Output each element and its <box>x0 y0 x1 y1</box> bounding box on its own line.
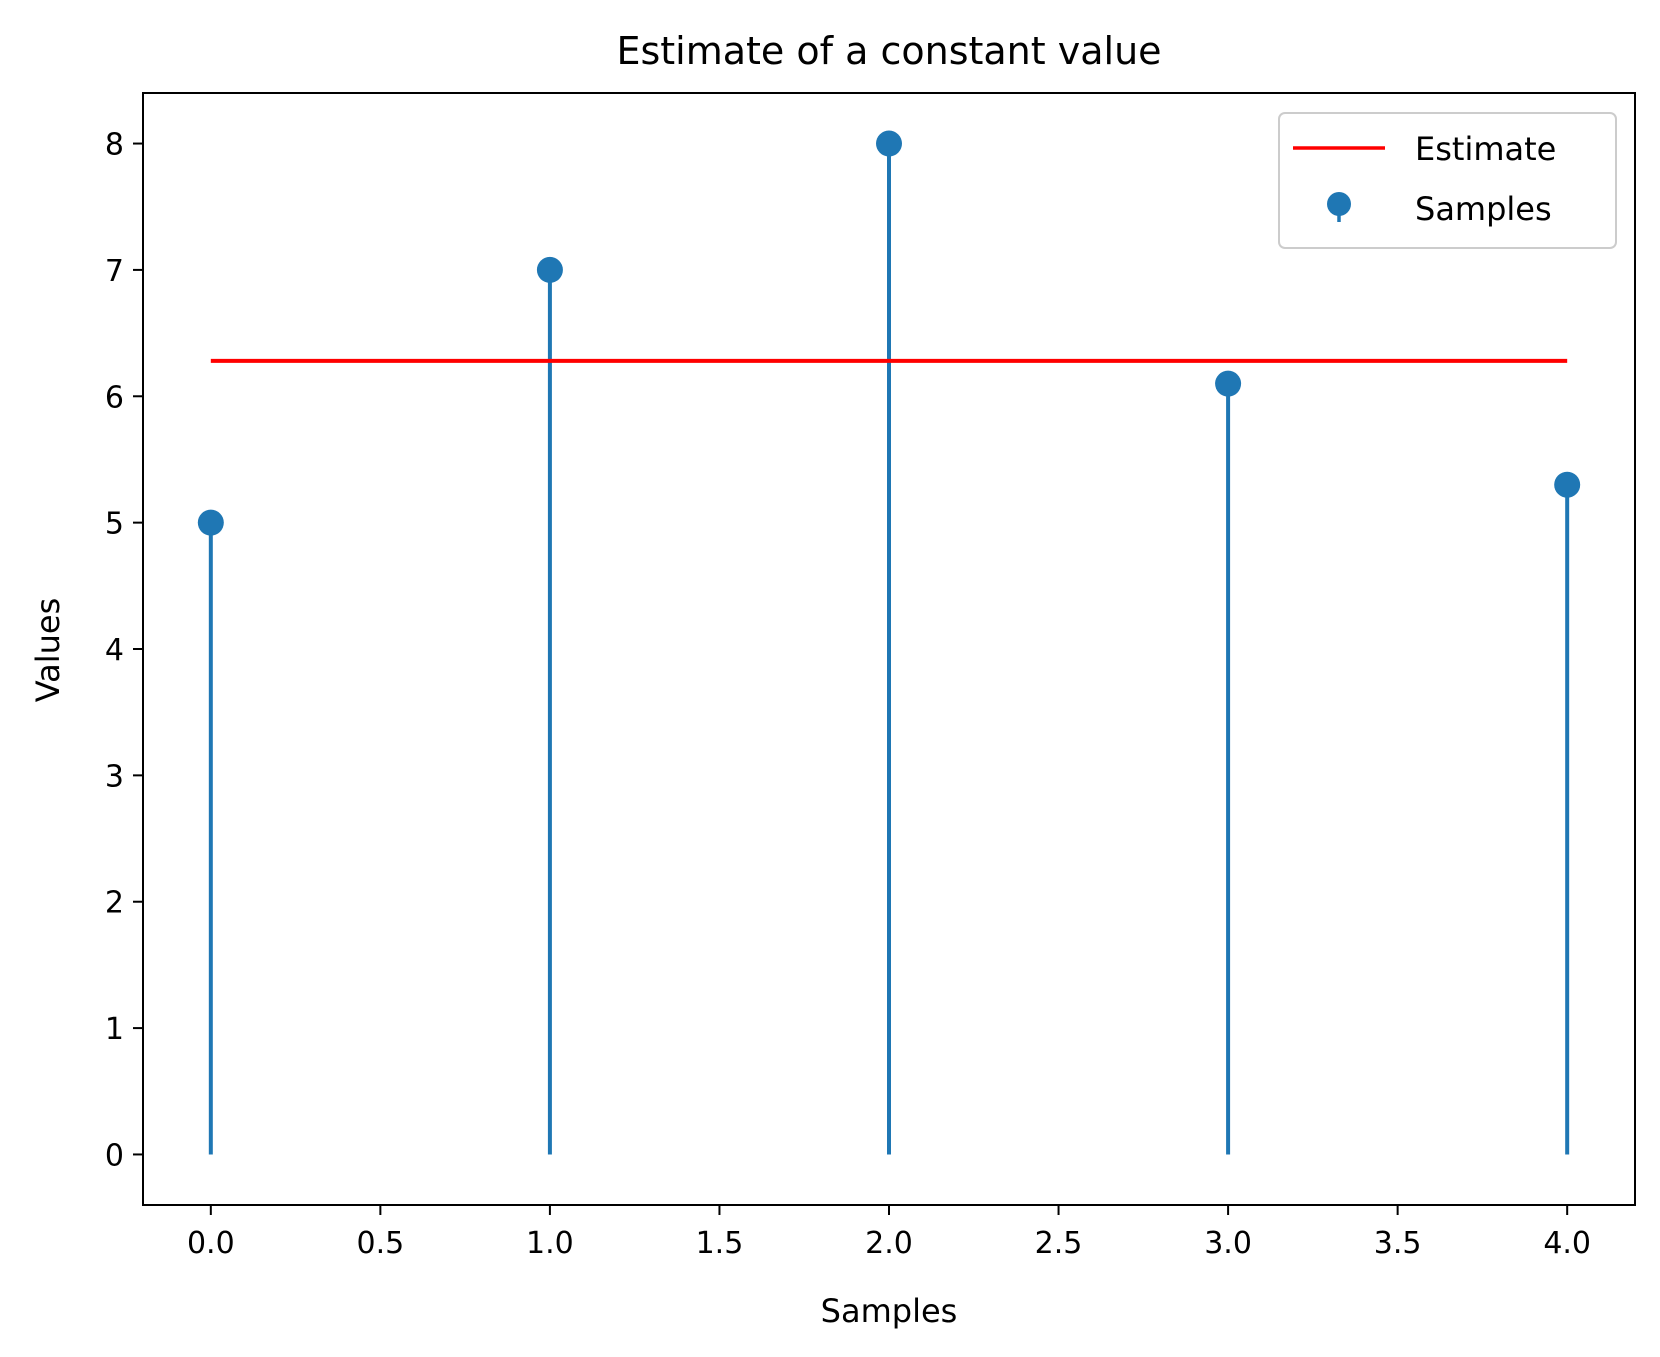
y-tick-label: 3 <box>105 759 124 794</box>
sample-point <box>1215 370 1242 397</box>
sample-point <box>536 256 563 283</box>
y-axis-label: Values <box>29 598 67 703</box>
sample-point <box>1554 471 1581 498</box>
y-tick-label: 7 <box>105 254 124 289</box>
x-axis: 0.0 0.5 1.0 1.5 2.0 2.5 3.0 3.5 4.0 <box>187 1205 1591 1261</box>
x-tick-label: 1.5 <box>696 1226 744 1261</box>
x-tick-label: 3.0 <box>1204 1226 1252 1261</box>
y-tick-label: 0 <box>105 1138 124 1173</box>
x-tick-label: 4.0 <box>1543 1226 1591 1261</box>
y-axis: 0 1 2 3 4 5 6 7 8 <box>105 128 143 1173</box>
y-tick-label: 4 <box>105 633 124 668</box>
x-tick-label: 0.0 <box>187 1226 235 1261</box>
sample-point <box>197 509 224 536</box>
legend: Estimate Samples <box>1278 112 1617 249</box>
x-tick-label: 1.0 <box>526 1226 574 1261</box>
y-tick-label: 5 <box>105 507 124 542</box>
plot-area <box>197 130 1581 1155</box>
x-tick-label: 2.5 <box>1035 1226 1083 1261</box>
y-tick-label: 1 <box>105 1012 124 1047</box>
y-tick-label: 8 <box>105 128 124 163</box>
legend-estimate-label: Estimate <box>1415 130 1556 168</box>
plot-frame <box>142 92 1636 1206</box>
x-tick-label: 3.5 <box>1374 1226 1422 1261</box>
y-tick-label: 2 <box>105 886 124 921</box>
x-axis-label: Samples <box>821 1292 958 1330</box>
x-tick-label: 2.0 <box>865 1226 913 1261</box>
chart-title: Estimate of a constant value <box>616 29 1161 73</box>
legend-samples-marker <box>1327 192 1351 216</box>
legend-samples-label: Samples <box>1415 190 1552 228</box>
x-tick-label: 0.5 <box>357 1226 405 1261</box>
sample-point <box>876 130 902 157</box>
y-tick-label: 6 <box>105 380 124 415</box>
